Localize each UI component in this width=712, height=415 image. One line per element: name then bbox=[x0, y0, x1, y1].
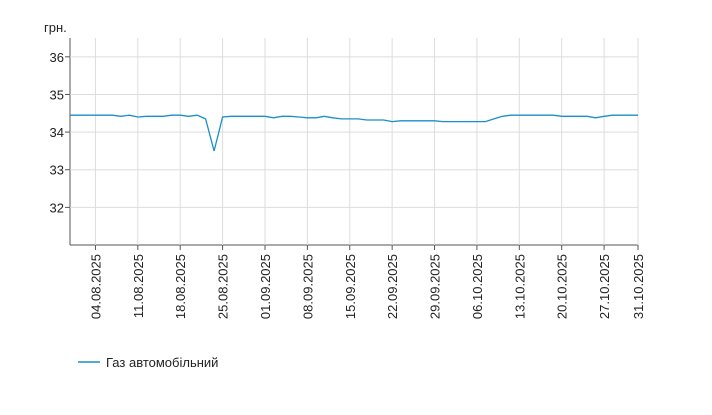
x-tick-label: 29.09.2025 bbox=[428, 254, 443, 319]
x-tick-label: 27.10.2025 bbox=[597, 254, 612, 319]
x-tick-label: 01.09.2025 bbox=[258, 254, 273, 319]
series-line bbox=[70, 114, 638, 152]
y-tick-label: 33 bbox=[50, 163, 64, 178]
y-tick-label: 36 bbox=[50, 50, 64, 65]
y-axis-label: грн. bbox=[44, 20, 67, 35]
x-tick-label: 20.10.2025 bbox=[555, 254, 570, 319]
legend-label: Газ автомобільний bbox=[106, 355, 218, 370]
x-tick-label: 25.08.2025 bbox=[216, 254, 231, 319]
x-tick-label: 31.10.2025 bbox=[631, 254, 646, 319]
y-tick-label: 34 bbox=[50, 125, 64, 140]
y-tick-label: 35 bbox=[50, 87, 64, 102]
x-tick-label: 06.10.2025 bbox=[470, 254, 485, 319]
x-tick-label: 22.09.2025 bbox=[385, 254, 400, 319]
y-tick-label: 32 bbox=[50, 200, 64, 215]
x-tick-label: 13.10.2025 bbox=[512, 254, 527, 319]
x-tick-label: 18.08.2025 bbox=[173, 254, 188, 319]
x-tick-label: 15.09.2025 bbox=[343, 254, 358, 319]
x-tick-label: 08.09.2025 bbox=[300, 254, 315, 319]
x-tick-label: 04.08.2025 bbox=[88, 254, 103, 319]
x-tick-label: 11.08.2025 bbox=[131, 254, 146, 318]
